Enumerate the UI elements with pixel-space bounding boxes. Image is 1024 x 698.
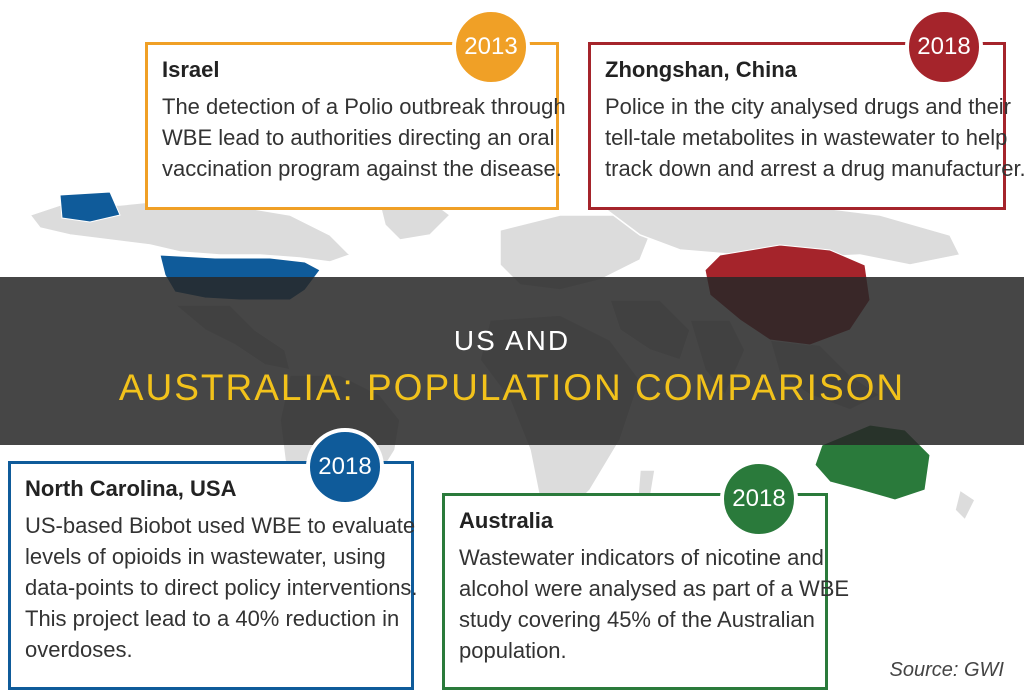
australia-card-title: Australia <box>459 508 554 533</box>
china-card-line: tell-tale metabolites in wastewater to h… <box>605 125 1008 150</box>
north-carolina-card: North Carolina, USA US-based Biobot used… <box>8 461 418 690</box>
israel-card-line: The detection of a Polio outbreak throug… <box>162 94 566 119</box>
israel-card: Israel The detection of a Polio outbreak… <box>145 42 566 210</box>
china-card-line: track down and arrest a drug manufacture… <box>605 156 1024 181</box>
australia-year-badge: 2018 <box>720 460 798 538</box>
north-carolina-card-line: overdoses. <box>25 637 133 662</box>
source-credit: Source: GWI <box>889 659 1004 681</box>
europe-shape <box>499 214 651 291</box>
north-carolina-year-badge: 2018 <box>306 428 384 506</box>
china-card: Zhongshan, China Police in the city anal… <box>588 42 1024 210</box>
china-card-title: Zhongshan, China <box>605 57 797 82</box>
alaska-shape <box>59 191 121 223</box>
north-carolina-card-line: levels of opioids in wastewater, using <box>25 544 386 569</box>
china-year-badge: 2018 <box>905 8 983 86</box>
title-banner <box>0 277 1024 445</box>
australia-card-line: population. <box>459 638 567 663</box>
north-carolina-card-text: US-based Biobot used WBE to evaluate lev… <box>25 510 418 665</box>
new-zealand-shape <box>954 488 976 522</box>
australia-card-line: alcohol were analysed as part of a WBE <box>459 576 850 601</box>
north-carolina-card-line: US-based Biobot used WBE to evaluate <box>25 513 416 538</box>
banner-title-line1: US AND <box>453 325 571 356</box>
israel-card-line: WBE lead to authorities directing an ora… <box>162 125 555 150</box>
israel-card-text: The detection of a Polio outbreak throug… <box>162 91 566 184</box>
australia-card-text: Wastewater indicators of nicotine and al… <box>459 542 850 666</box>
israel-card-line: vaccination program against the disease. <box>162 156 562 181</box>
israel-card-title: Israel <box>162 57 220 82</box>
north-carolina-card-title: North Carolina, USA <box>25 476 237 501</box>
australia-card-line: Wastewater indicators of nicotine and <box>459 545 824 570</box>
banner-title-line2: AUSTRALIA: POPULATION COMPARISON <box>118 367 906 408</box>
australia-card-line: study covering 45% of the Australian <box>459 607 815 632</box>
china-card-text: Police in the city analysed drugs and th… <box>605 91 1024 184</box>
israel-year-badge: 2013 <box>452 8 530 86</box>
china-card-line: Police in the city analysed drugs and th… <box>605 94 1012 119</box>
north-carolina-card-line: This project lead to a 40% reduction in <box>25 606 400 631</box>
australia-card: Australia Wastewater indicators of nicot… <box>442 493 850 690</box>
north-carolina-card-line: data-points to direct policy interventio… <box>25 575 418 600</box>
